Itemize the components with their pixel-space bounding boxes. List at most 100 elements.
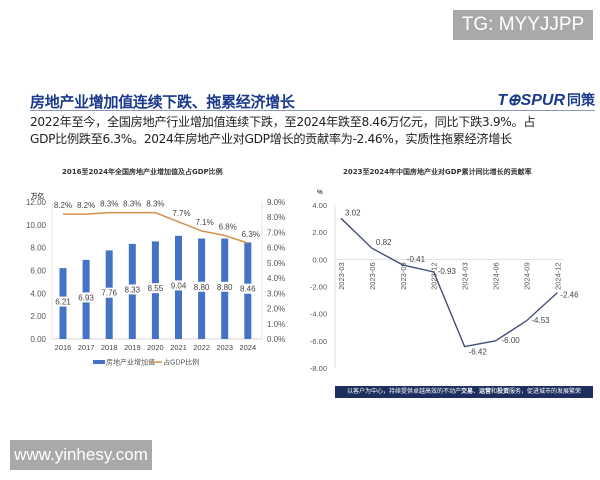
line-value-label: 8.3% (146, 200, 164, 209)
line-value-label: 8.2% (54, 201, 72, 210)
line-value-label: 8.3% (100, 200, 118, 209)
footer-bold-2: 运营 (478, 388, 491, 395)
x-tick-label: 2024-03 (461, 262, 470, 290)
slide-title: 房地产业增加值连续下跌、拖累经济增长 (30, 93, 295, 111)
x-tick-label: 2024-09 (522, 262, 531, 290)
bar-value-label: 8.55 (148, 284, 164, 293)
y-tick-label: 0.00 (312, 255, 327, 264)
x-tick-label: 2022 (193, 343, 210, 352)
point-value-label: -2.46 (560, 291, 579, 300)
y-tick-label: -6.00 (310, 337, 327, 346)
right-chart-title: 2023至2024年中国房地产业对GDP累计同比增长的贡献率 (343, 168, 532, 176)
y-tick-label: 4.00 (312, 201, 327, 210)
bar-value-label: 8.33 (125, 285, 141, 294)
y2-tick-label: 9.0% (267, 198, 285, 207)
y-tick-label: 6.00 (30, 267, 46, 276)
bar-value-label: 6.21 (55, 298, 71, 307)
y2-tick-label: 4.0% (267, 274, 285, 283)
x-tick-label: 2017 (78, 343, 95, 352)
y2-tick-label: 2.0% (267, 305, 285, 314)
bar-value-label: 9.04 (171, 281, 187, 290)
legend-bar-swatch (93, 360, 105, 364)
bar-label-bg (168, 280, 189, 291)
line-value-label: 8.3% (123, 200, 141, 209)
contribution-line (340, 217, 558, 348)
bar-label-bg (76, 292, 97, 303)
left-chart-title: 2016至2024年全国房地产业增加值及占GDP比例 (62, 168, 223, 176)
footer-bold-3: 投资 (497, 388, 510, 395)
y-tick-label: 0.00 (30, 335, 46, 344)
y2-tick-label: 1.0% (267, 320, 285, 329)
y-tick-label: 2.00 (312, 228, 327, 237)
footer-bold-1: 交易 (460, 388, 473, 395)
bar-label-bg (145, 283, 166, 294)
point-value-label: -0.93 (438, 267, 457, 276)
y-tick-label: -8.00 (310, 364, 327, 373)
y-axis-unit: 万亿 (30, 191, 45, 200)
y2-tick-label: 7.0% (267, 228, 285, 237)
y2-tick-label: 8.0% (267, 213, 285, 222)
x-tick-label: 2023 (216, 343, 233, 352)
bar-label-bg (214, 281, 235, 292)
bar-label-bg (191, 281, 212, 292)
y-tick-label: 10.00 (26, 221, 47, 230)
x-tick-label: 2024-12 (553, 262, 562, 290)
x-tick-label: 2024-06 (492, 262, 501, 290)
bar-value-label: 6.93 (78, 293, 94, 302)
x-tick-label: 2023-12 (430, 262, 439, 290)
bar-value-label: 8.80 (217, 283, 233, 292)
tospur-logo: T⊕SPUR 同策 (410, 90, 595, 110)
y-tick-label: 4.00 (30, 289, 46, 298)
logo-text: T⊕SPUR (497, 92, 565, 109)
logo-cn: 同策 (567, 92, 595, 108)
footer-text-1: 以客户为中心，持续提供卓越高效的不动产 (346, 388, 461, 395)
footer-sep: 、 (472, 388, 479, 395)
point-value-label: -6.42 (469, 348, 488, 357)
y2-tick-label: 5.0% (267, 259, 285, 268)
x-tick-label: 2020 (147, 343, 164, 352)
bar-label-bg (237, 283, 258, 294)
point-value-label: -0.41 (407, 255, 426, 264)
legend-line-label: 占GDP比例 (163, 358, 199, 367)
summary-line-2: GDP比例跌至6.3%。2024年房地产业对GDP增长的贡献率为-2.46%，实… (30, 132, 512, 146)
bar-value-label: 8.46 (240, 285, 256, 294)
bar-label-bg (53, 296, 73, 307)
line-value-label: 7.1% (195, 218, 213, 227)
y-tick-label: 12.00 (26, 198, 47, 207)
y2-tick-label: 0.0% (267, 335, 285, 344)
point-value-label: -6.00 (502, 336, 521, 345)
x-tick-label: 2023-09 (399, 262, 408, 290)
y-tick-label: -2.00 (310, 283, 327, 292)
point-value-label: 0.82 (376, 238, 392, 247)
bar-label-bg (122, 284, 143, 295)
bar-value-label: 8.80 (194, 283, 210, 292)
point-value-label: -4.53 (531, 316, 550, 325)
x-tick-label: 2024 (239, 343, 256, 352)
summary-line-1: 2022年至今，全国房地产行业增加值连续下跌，至2024年跌至8.46万亿元，同… (30, 115, 536, 129)
line-value-label: 6.8% (219, 222, 237, 231)
x-tick-label: 2018 (101, 343, 118, 352)
y2-tick-label: 6.0% (267, 244, 285, 253)
bar-label-bg (99, 287, 120, 298)
x-tick-label: 2023-03 (337, 262, 346, 290)
footer-text-2: 服务，促进城市的发展繁荣 (509, 388, 582, 395)
line-value-label: 6.3% (242, 230, 260, 239)
line-value-label: 7.7% (172, 209, 190, 218)
title-divider (30, 110, 595, 111)
tg-watermark: TG: MYYJJPP (453, 10, 593, 40)
line-value-label: 8.2% (77, 201, 95, 210)
gdp-share-line (63, 211, 249, 244)
y2-tick-label: 3.0% (267, 289, 285, 298)
x-tick-label: 2023-06 (368, 262, 377, 290)
footer-mid: 和 (491, 388, 498, 395)
x-tick-label: 2021 (170, 343, 187, 352)
y-tick-label: -4.00 (310, 310, 327, 319)
site-watermark: www.yinhesy.com (10, 440, 152, 470)
legend-bar-label: 房地产业增加值 (106, 358, 155, 367)
footer-banner: 以客户为中心，持续提供卓越高效的不动产交易、运营和投资服务，促进城市的发展繁荣 (335, 386, 593, 398)
summary-text: 2022年至今，全国房地产行业增加值连续下跌，至2024年跌至8.46万亿元，同… (30, 114, 595, 148)
y-axis-unit: % (317, 189, 323, 196)
point-value-label: 3.02 (345, 208, 361, 217)
